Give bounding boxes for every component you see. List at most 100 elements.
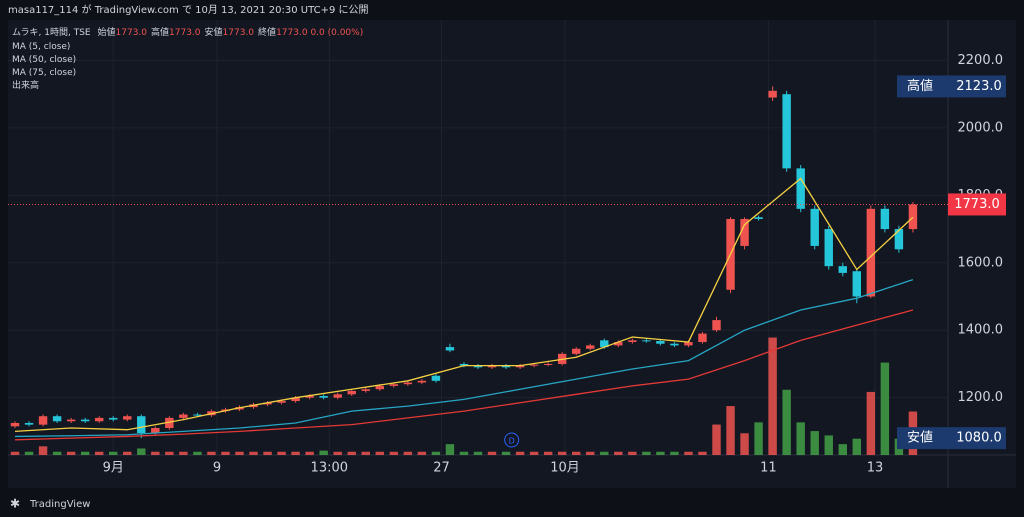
- volume-bar: [249, 451, 258, 455]
- volume-bar: [810, 431, 819, 455]
- candle-body: [52, 416, 62, 422]
- volume-bar: [123, 451, 132, 455]
- candle-body: [768, 90, 777, 98]
- y-tick-label: 2200.0: [958, 53, 1004, 68]
- candle-body: [333, 394, 342, 398]
- volume-bar: [165, 451, 174, 455]
- candle-body: [347, 390, 356, 395]
- x-tick-label: 9: [213, 461, 221, 476]
- candle-body: [529, 364, 539, 366]
- volume-bar: [614, 451, 623, 455]
- volume-bar: [852, 438, 862, 455]
- volume-bar: [642, 451, 651, 455]
- volume-bar: [880, 362, 890, 455]
- volume-bar: [543, 451, 553, 455]
- candle-body: [417, 380, 427, 383]
- candle-body: [179, 414, 188, 418]
- candle-body: [137, 416, 146, 434]
- candle-body: [277, 401, 286, 403]
- candle-body: [375, 385, 384, 390]
- candle-body: [894, 229, 904, 250]
- volume-bar: [38, 446, 48, 455]
- indicator-label: 出来高: [12, 81, 40, 91]
- candle-body: [431, 375, 441, 381]
- candle-body: [740, 218, 749, 246]
- dividend-marker: [504, 432, 520, 448]
- volume-bar: [557, 451, 567, 455]
- candle-body: [501, 365, 511, 368]
- legend-field-value: 1773.0: [276, 28, 308, 38]
- volume-bar: [10, 451, 20, 455]
- volume-bar: [473, 451, 483, 455]
- volume-bar: [670, 451, 679, 455]
- candle-body: [754, 217, 763, 219]
- dividend-label: D: [509, 437, 515, 446]
- legend-field-label: 終値: [258, 28, 277, 38]
- candle-body: [712, 320, 721, 331]
- volume-bar: [221, 451, 230, 455]
- price-marker-name: 高値: [907, 78, 933, 94]
- candle-body: [614, 342, 623, 346]
- candle-body: [866, 208, 876, 297]
- ma-line: [15, 279, 914, 438]
- legend-field-value: 1773.0: [169, 28, 201, 38]
- candle-body: [193, 414, 202, 416]
- candle-body: [473, 365, 483, 368]
- indicator-list: MA (5, close) MA (50, close) MA (75, close…: [12, 41, 76, 93]
- price-marker-value: 2123.0: [956, 79, 1002, 94]
- candle-body: [66, 419, 76, 422]
- candle-body: [305, 395, 314, 398]
- candle-body: [908, 204, 918, 230]
- volume-bar: [305, 451, 314, 455]
- volume-bar: [431, 451, 441, 455]
- volume-bar: [137, 448, 146, 455]
- indicator-label: MA (5, close): [12, 42, 71, 52]
- volume-bar: [501, 451, 511, 455]
- price-marker-name: 安値: [907, 430, 933, 446]
- indicator-label: MA (75, close): [12, 68, 77, 78]
- last-price-box: [948, 193, 1006, 216]
- candle-body: [543, 363, 553, 365]
- volume-bar: [347, 451, 356, 455]
- y-tick-label: 2000.0: [958, 120, 1004, 135]
- price-marker-value: 1080.0: [956, 431, 1002, 446]
- candle-body: [165, 417, 174, 429]
- candle-body: [109, 417, 118, 420]
- volume-bar: [24, 451, 34, 455]
- legend-change: 0.0 (0.00%): [310, 28, 364, 38]
- ma-line: [14, 177, 914, 433]
- candle-body: [782, 94, 791, 169]
- x-tick-label: 13: [867, 461, 884, 476]
- legend: ムラキ, 1時間, TSE 始値1773.0 高値1773.0 安値1773.0 終値…: [12, 27, 363, 40]
- candle-body: [487, 365, 497, 368]
- volume-bar: [375, 451, 384, 455]
- candle-body: [291, 397, 300, 402]
- volume-bar: [277, 451, 286, 455]
- candle-body: [600, 340, 609, 348]
- candle-body: [698, 333, 707, 343]
- volume-bar: [572, 451, 581, 455]
- candle-body: [684, 342, 693, 346]
- volume-bar: [838, 444, 847, 455]
- volume-bar: [193, 451, 202, 455]
- candle-body: [852, 271, 862, 297]
- volume-bar: [417, 451, 427, 455]
- volume-bar: [796, 422, 805, 455]
- candle-body: [389, 384, 399, 386]
- volume-bar: [361, 451, 370, 455]
- volume-bar: [628, 451, 637, 455]
- volume-bar: [515, 451, 525, 455]
- x-tick-label: 9月: [103, 461, 124, 476]
- volume-bar: [824, 435, 833, 455]
- candle-body: [403, 382, 413, 385]
- candle-body: [459, 363, 469, 366]
- volume-bar: [235, 451, 244, 455]
- indicator-label: MA (50, close): [12, 55, 77, 65]
- x-tick-label: 27: [433, 461, 450, 476]
- price-marker-box: [897, 75, 1006, 98]
- volume-bar: [52, 451, 62, 455]
- candle-body: [838, 266, 847, 273]
- volume-bar: [94, 451, 104, 455]
